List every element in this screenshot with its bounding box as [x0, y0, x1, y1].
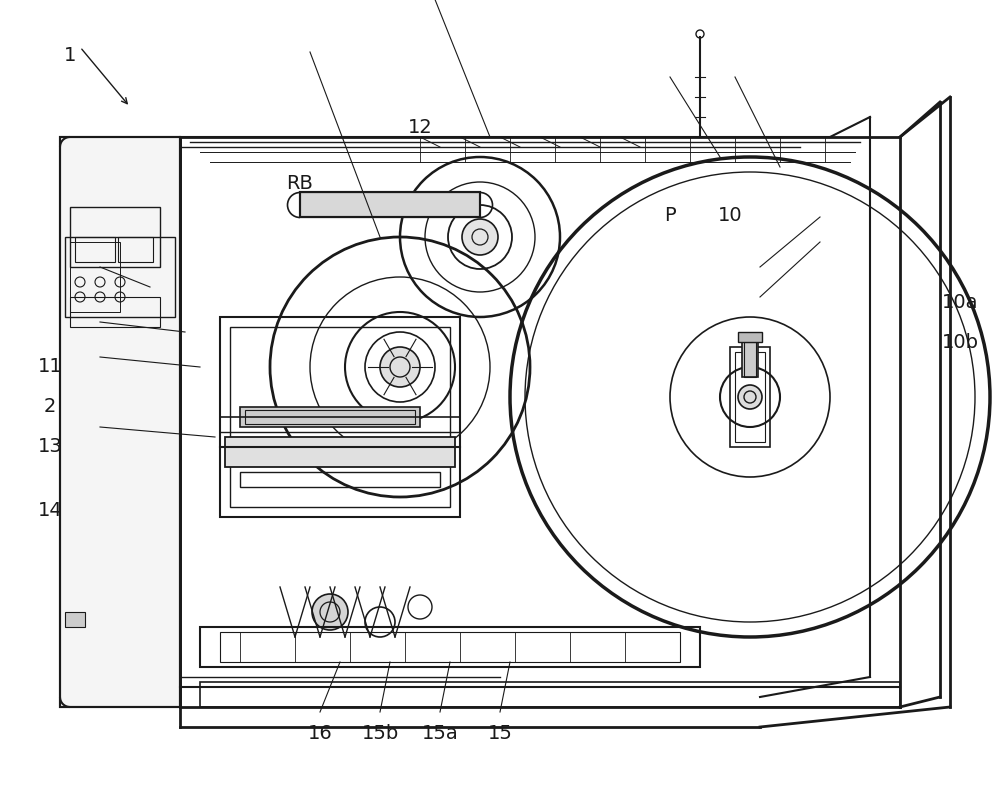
- Text: 13: 13: [38, 437, 62, 456]
- Bar: [744, 342, 756, 377]
- Bar: [240, 472, 440, 487]
- Circle shape: [312, 594, 348, 630]
- Text: 10b: 10b: [942, 333, 978, 352]
- Text: P: P: [664, 206, 676, 225]
- Circle shape: [380, 347, 420, 387]
- Text: 16: 16: [308, 724, 332, 743]
- Text: 1: 1: [64, 46, 76, 65]
- Bar: [245, 410, 415, 424]
- Bar: [220, 632, 680, 662]
- Circle shape: [462, 219, 498, 255]
- Circle shape: [738, 385, 762, 409]
- Bar: [118, 237, 153, 262]
- Bar: [70, 242, 120, 312]
- Bar: [240, 407, 420, 427]
- Bar: [220, 317, 460, 517]
- Text: 14: 14: [38, 501, 62, 520]
- Bar: [225, 437, 455, 467]
- Bar: [200, 627, 700, 667]
- Text: 2: 2: [44, 397, 56, 416]
- Text: RB: RB: [287, 174, 313, 193]
- Bar: [60, 137, 180, 707]
- Bar: [230, 327, 450, 507]
- Bar: [65, 237, 175, 317]
- Bar: [60, 137, 180, 707]
- Bar: [300, 192, 480, 217]
- Bar: [742, 337, 758, 377]
- Bar: [300, 192, 480, 217]
- Bar: [735, 352, 765, 442]
- Text: 12: 12: [408, 118, 432, 137]
- Text: 15: 15: [488, 724, 512, 743]
- Bar: [75, 237, 115, 262]
- Text: 11: 11: [38, 357, 62, 376]
- Bar: [65, 612, 85, 627]
- Bar: [70, 207, 160, 267]
- Bar: [730, 347, 770, 447]
- Text: 10: 10: [718, 206, 742, 225]
- Bar: [738, 332, 762, 342]
- Text: 15b: 15b: [361, 724, 399, 743]
- Text: 15a: 15a: [422, 724, 458, 743]
- Bar: [70, 297, 160, 327]
- Text: 10a: 10a: [942, 293, 978, 312]
- Bar: [200, 682, 900, 707]
